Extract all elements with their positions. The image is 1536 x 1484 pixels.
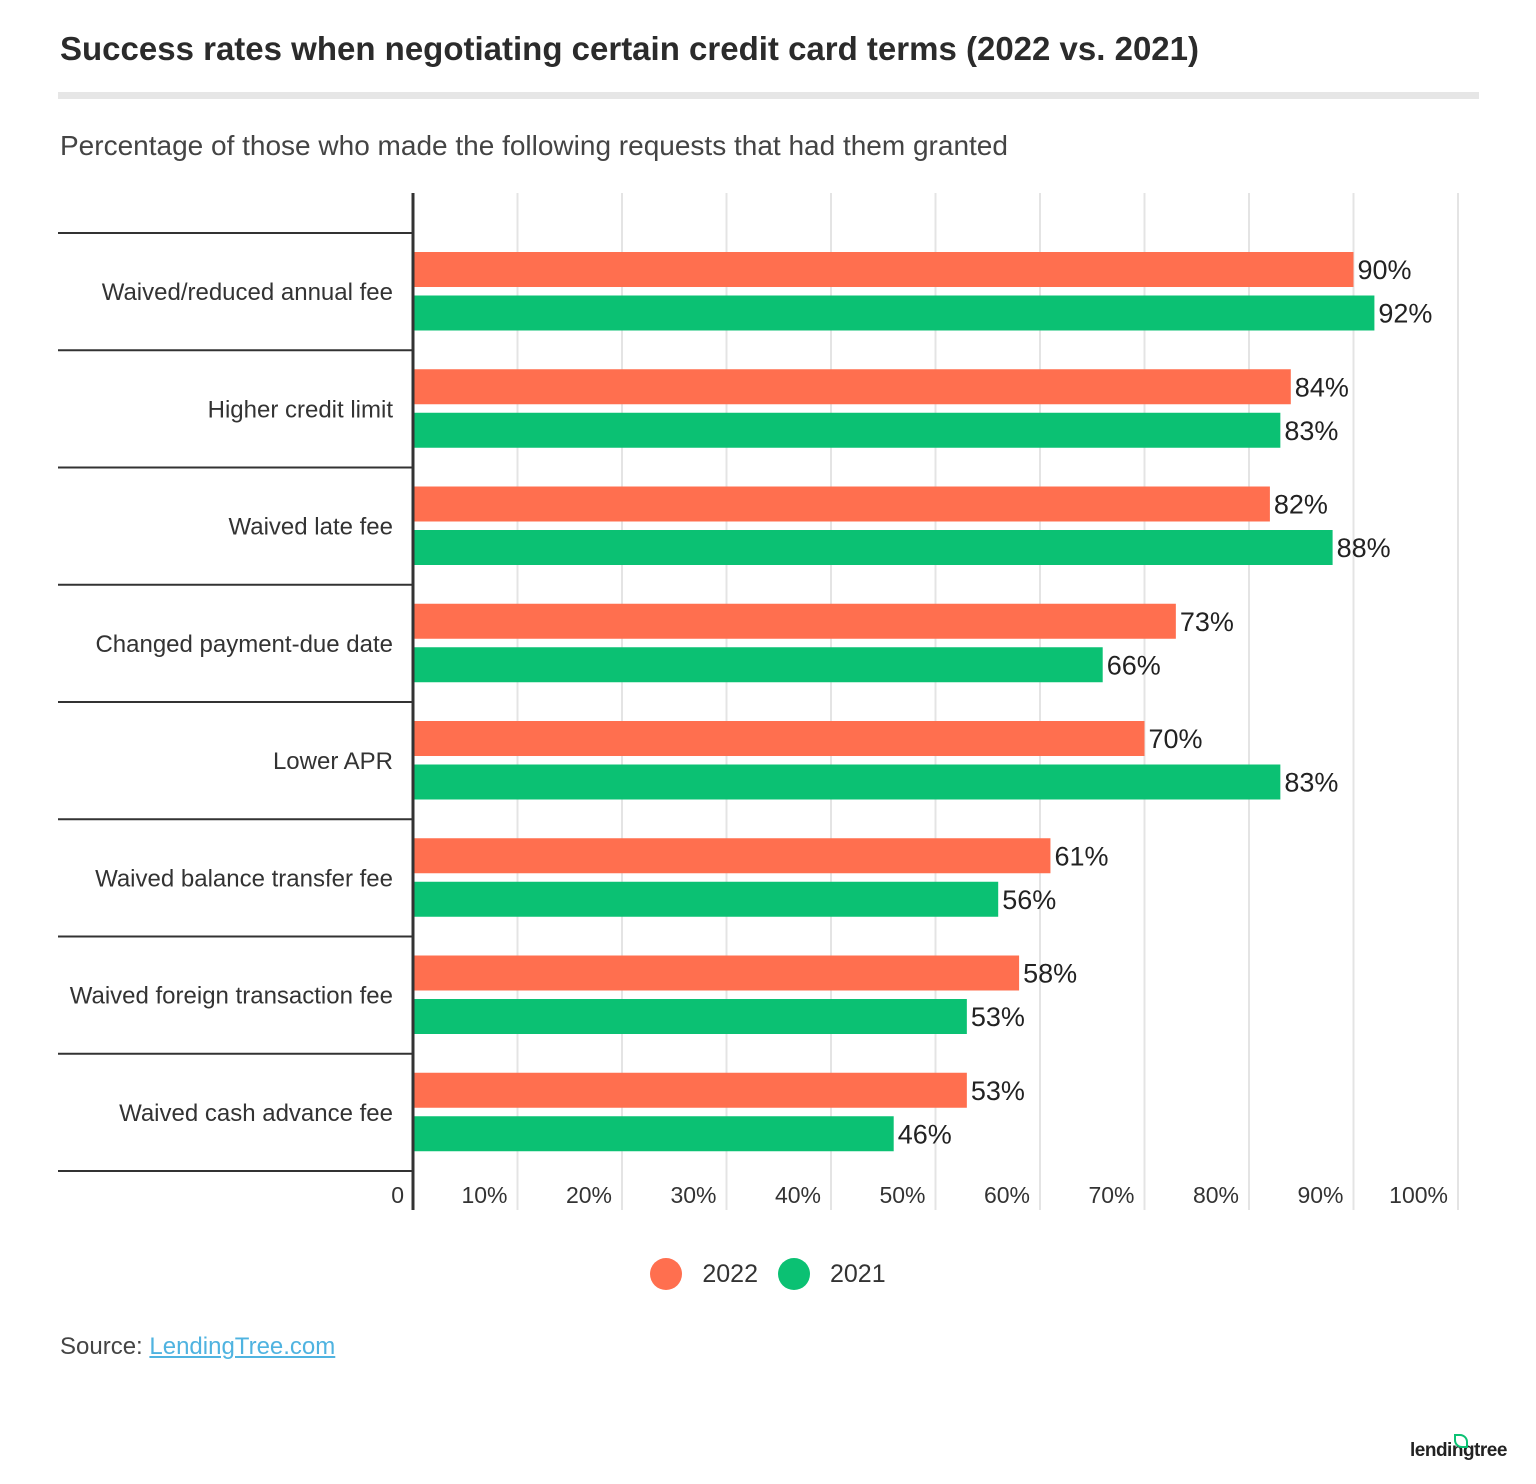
source-link[interactable]: LendingTree.com (149, 1333, 336, 1360)
data-label-2022: 73% (1180, 607, 1234, 637)
data-label-2021: 66% (1107, 650, 1161, 680)
category-label: Lower APR (273, 748, 393, 775)
bar-2022 (413, 603, 1176, 639)
source-label: Source: (60, 1333, 143, 1360)
x-tick-label: 70% (1088, 1182, 1134, 1208)
x-tick-label: 20% (566, 1182, 612, 1208)
leaf-icon (1454, 1434, 1468, 1448)
bar-2022 (413, 838, 1051, 874)
category-label: Waived/reduced annual fee (102, 279, 393, 306)
data-label-2021: 53% (971, 1002, 1025, 1032)
x-tick-label: 10% (461, 1182, 507, 1208)
data-label-2022: 58% (1023, 959, 1077, 989)
category-label: Changed payment-due date (95, 631, 393, 658)
chart-title: Success rates when negotiating certain c… (60, 30, 1199, 67)
x-tick-label: 50% (879, 1182, 925, 1208)
legend: 2022 2021 (0, 1258, 1536, 1290)
bar-2022 (413, 721, 1145, 756)
legend-label-2021: 2021 (830, 1259, 886, 1288)
data-label-2021: 88% (1337, 533, 1391, 563)
bar-2022 (413, 252, 1354, 287)
bar-2022 (413, 369, 1291, 405)
x-tick-label: 100% (1389, 1182, 1448, 1208)
bar-2021 (413, 1116, 894, 1152)
x-tick-label: 90% (1297, 1182, 1343, 1208)
source: Source: LendingTree.com (60, 1333, 335, 1361)
legend-label-2022: 2022 (702, 1259, 758, 1288)
data-label-2021: 83% (1284, 416, 1338, 446)
lendingtree-logo: lendingtree (1410, 1434, 1507, 1462)
category-label: Waived cash advance fee (119, 1100, 393, 1127)
x-tick-label: 80% (1193, 1182, 1239, 1208)
legend-swatch-2021 (778, 1258, 810, 1290)
x-tick-label: 30% (670, 1182, 716, 1208)
bar-2021 (413, 999, 967, 1034)
bar-2022 (413, 1072, 967, 1108)
bar-2021 (413, 647, 1103, 683)
x-tick-label: 0 (391, 1182, 404, 1208)
data-label-2021: 83% (1284, 768, 1338, 798)
data-label-2022: 82% (1274, 490, 1328, 520)
category-label: Higher credit limit (208, 396, 394, 423)
bar-2021 (413, 530, 1333, 565)
bar-2022 (413, 955, 1020, 991)
data-label-2022: 53% (971, 1076, 1025, 1106)
category-label: Waived foreign transaction fee (70, 983, 393, 1010)
data-label-2021: 56% (1002, 885, 1056, 915)
bar-2022 (413, 486, 1270, 522)
data-label-2021: 46% (898, 1119, 952, 1149)
data-label-2022: 90% (1358, 255, 1412, 285)
data-label-2022: 61% (1054, 841, 1108, 871)
data-label-2021: 92% (1378, 299, 1432, 329)
x-tick-label: 40% (775, 1182, 821, 1208)
legend-item-2022: 2022 (650, 1258, 758, 1290)
title-divider (58, 92, 1479, 99)
bar-2021 (413, 881, 999, 917)
logo-text: lendingtree (1410, 1440, 1507, 1461)
bar-2021 (413, 295, 1375, 331)
bar-2021 (413, 412, 1281, 448)
data-label-2022: 70% (1149, 724, 1203, 754)
x-tick-label: 60% (984, 1182, 1030, 1208)
bar-2021 (413, 764, 1281, 800)
data-label-2022: 84% (1295, 372, 1349, 402)
category-label: Waived balance transfer fee (95, 865, 393, 892)
legend-swatch-2022 (650, 1258, 683, 1290)
legend-item-2021: 2021 (778, 1258, 886, 1290)
chart-subtitle: Percentage of those who made the followi… (60, 130, 1008, 161)
category-label: Waived late fee (228, 514, 393, 541)
